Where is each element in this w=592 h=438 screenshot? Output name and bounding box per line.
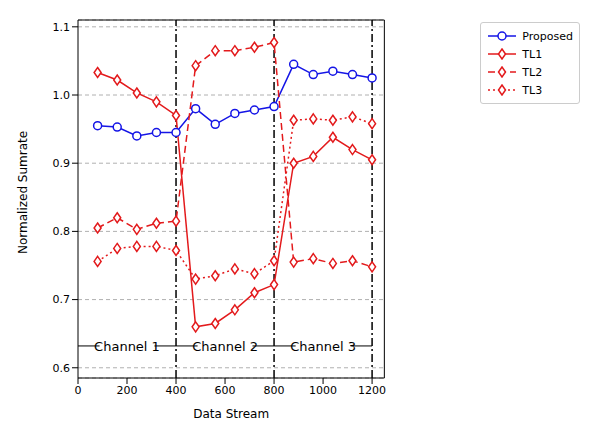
svg-text:1.1: 1.1 [53,21,71,34]
svg-text:1200: 1200 [358,384,386,397]
html-text:TL1: TL1 [522,47,543,61]
svg-text:Normalized Sumrate: Normalized Sumrate [16,131,30,254]
html-text:TL2: TL2 [522,65,543,79]
svg-text:800: 800 [264,384,285,397]
svg-text:600: 600 [215,384,236,397]
html-text:TL3: TL3 [522,83,543,97]
svg-text:200: 200 [117,384,138,397]
svg-text:1.0: 1.0 [53,89,71,102]
svg-text:Data Stream: Data Stream [193,407,269,421]
svg-text:Channel 1: Channel 1 [94,339,160,354]
svg-text:0.6: 0.6 [53,362,71,375]
svg-text:0.7: 0.7 [53,293,71,306]
svg-text:0.8: 0.8 [53,225,71,238]
html-text:Proposed: Proposed [522,29,573,43]
svg-text:0: 0 [75,384,82,397]
svg-text:Channel 2: Channel 2 [192,339,258,354]
svg-text:Channel 3: Channel 3 [290,339,356,354]
svg-text:0.9: 0.9 [53,157,71,170]
svg-text:1000: 1000 [309,384,337,397]
svg-text:400: 400 [166,384,187,397]
